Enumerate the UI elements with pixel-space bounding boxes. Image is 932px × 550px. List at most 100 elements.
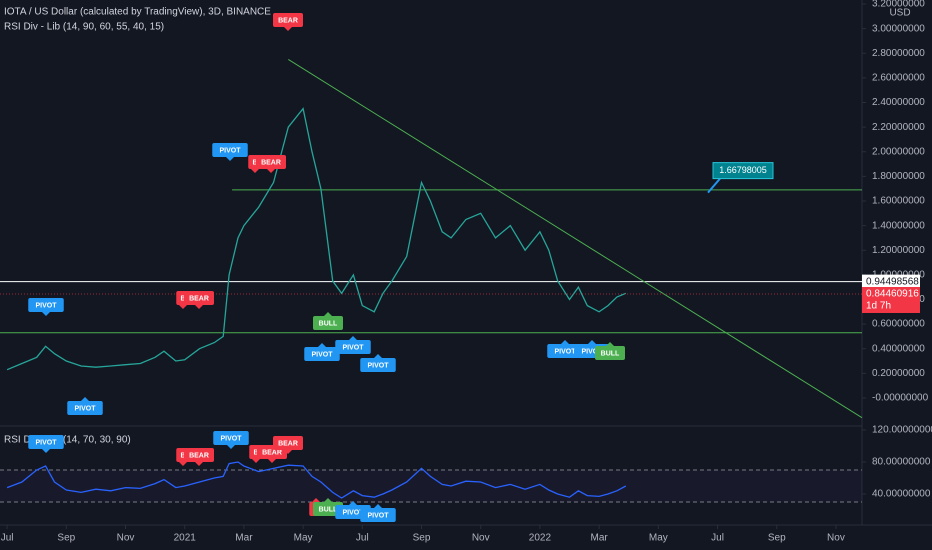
signal-label: PIVOT: [335, 336, 371, 354]
signal-pointer: [588, 340, 596, 344]
signal-label: BULL: [595, 342, 625, 360]
signal-text: BEAR: [189, 452, 209, 459]
signal-text: BEAR: [278, 440, 298, 447]
signal-label: BULL: [313, 312, 343, 330]
signal-text: PIVOT: [74, 405, 96, 412]
signal-pointer: [42, 312, 50, 316]
signal-label: BEAR: [256, 155, 286, 173]
signal-pointer: [251, 169, 259, 173]
y-tick-label: 2.20000000: [872, 122, 925, 133]
signal-label: BEAR: [184, 291, 214, 309]
signal-pointer: [561, 340, 569, 344]
callout-label: 1.66798005: [719, 165, 767, 175]
signal-pointer: [284, 450, 292, 454]
y-tick-label: 1.80000000: [872, 171, 925, 182]
signal-label: PIVOT: [360, 504, 396, 522]
signal-box: [360, 358, 396, 372]
signal-label: PIVOT: [213, 431, 249, 449]
x-tick-label: 2022: [529, 533, 552, 544]
axis-unit: USD: [889, 8, 910, 19]
price-label-box: [862, 274, 920, 289]
signal-label: PIVOT: [212, 143, 248, 161]
signal-label: BEAR: [184, 448, 214, 466]
signal-text: BEAR: [278, 17, 298, 24]
signal-text: PIVOT: [35, 302, 57, 309]
signal-box: [313, 316, 343, 330]
signal-text: PIVOT: [367, 362, 389, 369]
y-tick-label: 80.00000000: [872, 457, 931, 468]
y-tick-label: 3.20000000: [872, 0, 925, 10]
signal-pointer: [318, 343, 326, 347]
signal-pointer: [179, 462, 187, 466]
y-tick-label: 2.60000000: [872, 73, 925, 84]
signal-box: [184, 448, 214, 462]
signal-box: [28, 435, 64, 449]
series-line: [6, 107, 627, 371]
signal-text: B: [252, 159, 257, 166]
x-tick-label: Nov: [827, 533, 845, 544]
signal-label: PIVOT: [547, 340, 583, 358]
signal-pointer: [324, 312, 332, 316]
y-tick-label: 1.40000000: [872, 220, 925, 231]
signal-pointer: [324, 498, 332, 502]
signal-label: PIVOT: [360, 354, 396, 372]
x-tick-label: May: [649, 533, 668, 544]
signal-box: [595, 346, 625, 360]
signal-box: [67, 401, 103, 415]
x-tick-label: Sep: [768, 533, 786, 544]
y-tick-label: 3.00000000: [872, 23, 925, 34]
signal-pointer: [349, 501, 357, 505]
signal-pointer: [195, 305, 203, 309]
signal-pointer: [606, 342, 614, 346]
signal-label: PIVOT: [304, 343, 340, 361]
y-tick-label: 0.60000000: [872, 319, 925, 330]
signal-text: PIVOT: [367, 512, 389, 519]
rsi-title: RSI Div - Lib (14, 70, 30, 90): [4, 435, 131, 446]
signal-label: PIVOT: [67, 397, 103, 415]
y-tick-label: 0.20000000: [872, 368, 925, 379]
y-tick-label: -0.00000000: [872, 393, 929, 404]
signal-text: BULL: [319, 506, 338, 513]
signal-box: [28, 298, 64, 312]
callout-pointer: [707, 177, 721, 194]
signal-label: PIVOT: [28, 435, 64, 453]
signal-pointer: [195, 462, 203, 466]
y-tick-label: 1.20000000: [872, 245, 925, 256]
x-tick-label: Nov: [472, 533, 490, 544]
x-tick-label: Mar: [235, 533, 253, 544]
symbol-title: IOTA / US Dollar (calculated by TradingV…: [4, 7, 271, 18]
signal-text: BEAR: [262, 449, 282, 456]
price-label: 0.94498568: [866, 276, 919, 287]
callout-box: [712, 162, 774, 180]
y-tick-label: 120.00000000: [872, 425, 932, 436]
signal-pointer: [374, 354, 382, 358]
signal-box: [335, 340, 371, 354]
last-price-box: [862, 286, 920, 313]
y-tick-label: 2.00000000: [872, 146, 925, 157]
x-tick-label: Sep: [57, 533, 75, 544]
signal-pointer: [81, 397, 89, 401]
y-tick-label: 2.80000000: [872, 48, 925, 59]
signal-pointer: [349, 336, 357, 340]
indicator-title: RSI Div - Lib (14, 90, 60, 55, 40, 15): [4, 22, 164, 33]
signal-pointer: [252, 459, 260, 463]
signal-pointer: [374, 504, 382, 508]
signal-pointer: [179, 305, 187, 309]
signal-pointer: [226, 157, 234, 161]
signal-label: BEAR: [273, 13, 303, 31]
y-tick-label: 2.40000000: [872, 97, 925, 108]
series-line: [6, 461, 627, 499]
trend-line: [288, 58, 863, 419]
signal-text: PIVOT: [219, 147, 241, 154]
x-tick-label: 2021: [174, 533, 197, 544]
signal-box: [184, 291, 214, 305]
x-tick-label: Jul: [1, 533, 14, 544]
x-tick-label: Nov: [117, 533, 135, 544]
signal-text: PIVOT: [35, 439, 57, 446]
signal-text: BEAR: [261, 159, 281, 166]
signal-box: [547, 344, 583, 358]
signal-text: PIVOT: [342, 509, 364, 516]
signal-text: PIVOT: [342, 344, 364, 351]
signal-label: BEAR: [273, 436, 303, 454]
